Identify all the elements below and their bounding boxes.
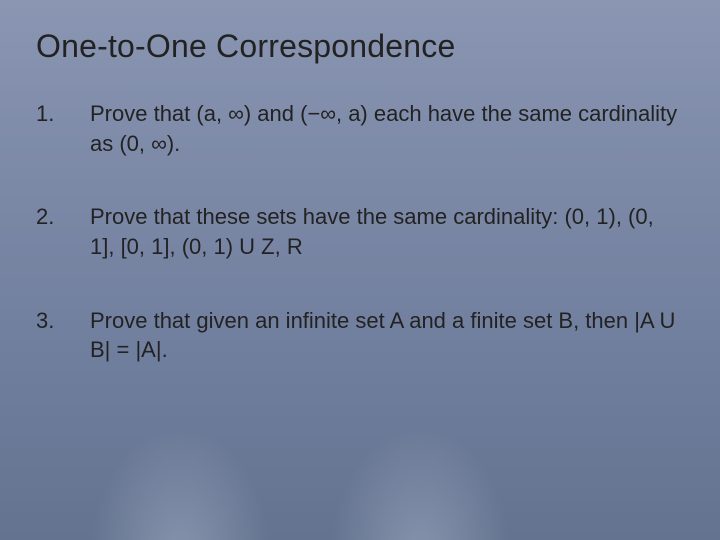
items-list: 1. Prove that (a, ∞) and (−∞, a) each ha… xyxy=(36,99,684,365)
slide-title: One-to-One Correspondence xyxy=(36,28,684,65)
item-text: Prove that given an infinite set A and a… xyxy=(90,306,684,365)
slide: One-to-One Correspondence 1. Prove that … xyxy=(0,0,720,540)
item-number: 3. xyxy=(36,306,64,336)
list-item: 3. Prove that given an infinite set A an… xyxy=(36,306,684,365)
item-text: Prove that (a, ∞) and (−∞, a) each have … xyxy=(90,99,684,158)
item-text: Prove that these sets have the same card… xyxy=(90,202,684,261)
item-number: 1. xyxy=(36,99,64,129)
list-item: 2. Prove that these sets have the same c… xyxy=(36,202,684,261)
list-item: 1. Prove that (a, ∞) and (−∞, a) each ha… xyxy=(36,99,684,158)
item-number: 2. xyxy=(36,202,64,232)
